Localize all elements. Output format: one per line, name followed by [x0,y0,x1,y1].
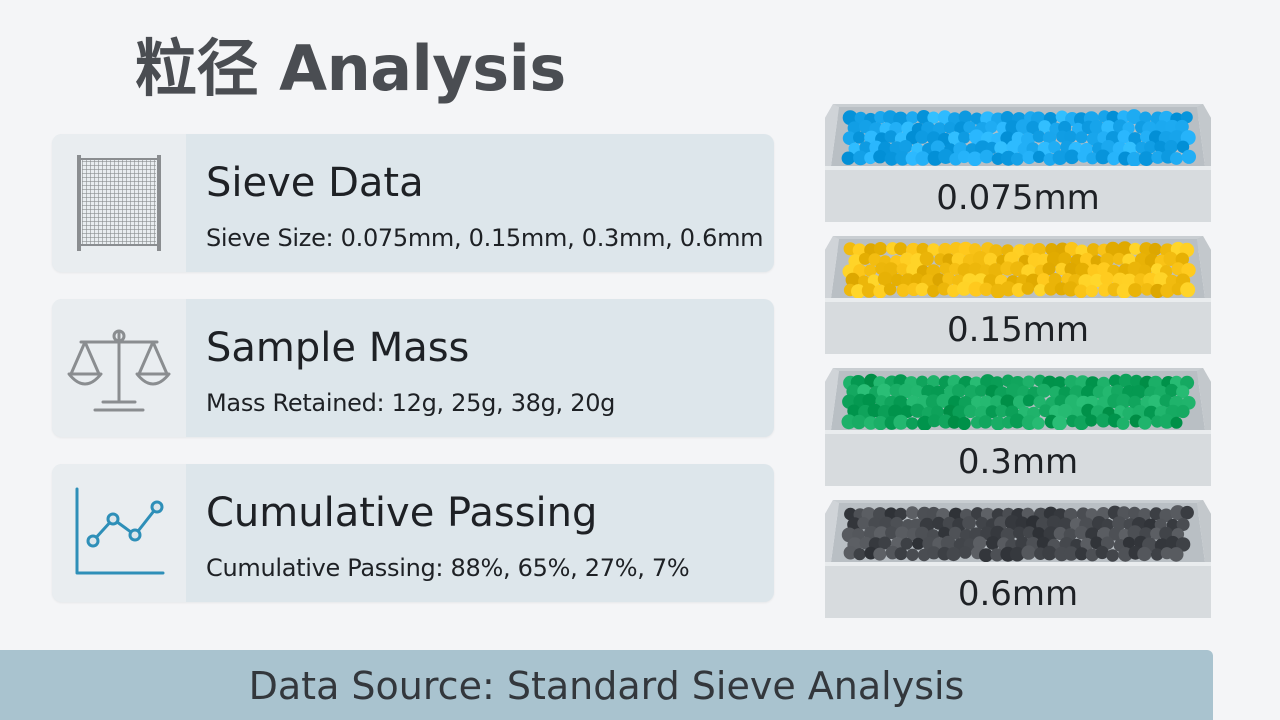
card-title: Sample Mass [206,325,470,371]
tray-label: 0.15mm [947,310,1089,350]
sample-mass-card: Sample Mass Mass Retained: 12g, 25g, 38g… [52,299,774,437]
scale-icon-area [52,299,186,437]
particle-tray-icon [825,500,1211,618]
sieve-mesh-icon [77,155,161,251]
tray-03mm: 0.3mm [825,368,1211,486]
tray-06mm: 0.6mm [825,500,1211,618]
particle-tray-icon [825,236,1211,354]
card-detail: Mass Retained: 12g, 25g, 38g, 20g [206,389,616,417]
card-detail: Sieve Size: 0.075mm, 0.15mm, 0.3mm, 0.6m… [206,224,764,252]
tray-label: 0.075mm [936,178,1100,218]
particle-tray-icon [825,368,1211,486]
tray-label: 0.6mm [957,574,1079,614]
tray-015mm: 0.15mm [825,236,1211,354]
tray-label: 0.3mm [957,442,1079,482]
tray-0075mm: 0.075mm [825,104,1211,222]
card-detail: Cumulative Passing: 88%, 65%, 27%, 7% [206,554,690,582]
balance-scale-icon [67,329,171,412]
particle-tray-icon [825,104,1211,222]
data-source-text: Data Source: Standard Sieve Analysis [248,664,965,708]
sieve-icon-area [52,134,186,272]
card-title: Sieve Data [206,160,424,206]
chart-icon-area [52,464,186,602]
sieve-data-card: Sieve Data Sieve Size: 0.075mm, 0.15mm, … [52,134,774,272]
page-title: 粒径 Analysis [135,32,566,105]
card-title: Cumulative Passing [206,490,598,536]
line-chart-icon [75,487,165,575]
footer-bar: Data Source: Standard Sieve Analysis [0,650,1213,720]
cumulative-passing-card: Cumulative Passing Cumulative Passing: 8… [52,464,774,602]
